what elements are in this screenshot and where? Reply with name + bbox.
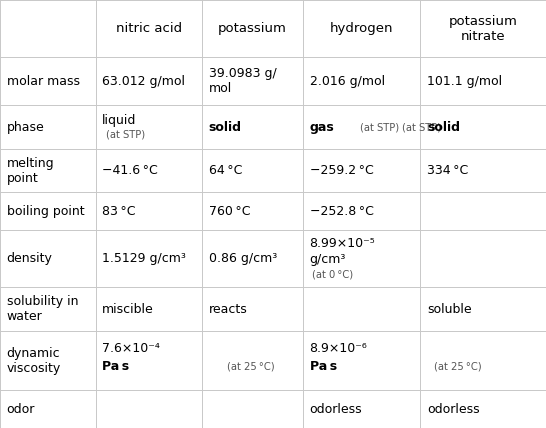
Text: 39.0983 g/
mol: 39.0983 g/ mol <box>209 67 276 95</box>
Text: 1.5129 g/cm³: 1.5129 g/cm³ <box>102 253 186 265</box>
Text: gas: gas <box>310 121 334 134</box>
Text: −252.8 °C: −252.8 °C <box>310 205 373 218</box>
Text: (at 0 °C): (at 0 °C) <box>312 270 353 280</box>
Text: molar mass: molar mass <box>7 75 80 88</box>
Text: (at 25 °C): (at 25 °C) <box>434 362 482 372</box>
Text: 760 °C: 760 °C <box>209 205 250 218</box>
Text: density: density <box>7 253 52 265</box>
Text: −41.6 °C: −41.6 °C <box>102 164 158 177</box>
Text: solid: solid <box>427 121 460 134</box>
Text: Pa s: Pa s <box>102 360 129 373</box>
Text: 8.9×10⁻⁶: 8.9×10⁻⁶ <box>310 342 367 355</box>
Text: 8.99×10⁻⁵
g/cm³: 8.99×10⁻⁵ g/cm³ <box>310 238 375 267</box>
Text: potassium: potassium <box>218 22 287 35</box>
Text: (at 25 °C): (at 25 °C) <box>227 362 274 372</box>
Text: 63.012 g/mol: 63.012 g/mol <box>102 75 185 88</box>
Text: liquid: liquid <box>102 114 136 127</box>
Text: melting
point: melting point <box>7 157 54 184</box>
Text: 2.016 g/mol: 2.016 g/mol <box>310 75 385 88</box>
Text: Pa s: Pa s <box>310 360 337 373</box>
Text: phase: phase <box>7 121 44 134</box>
Text: 64 °C: 64 °C <box>209 164 242 177</box>
Text: (at STP): (at STP) <box>360 122 400 132</box>
Text: potassium
nitrate: potassium nitrate <box>449 15 518 43</box>
Text: boiling point: boiling point <box>7 205 84 218</box>
Text: soluble: soluble <box>427 303 472 316</box>
Text: odor: odor <box>7 403 35 416</box>
Text: 83 °C: 83 °C <box>102 205 135 218</box>
Text: solid: solid <box>209 121 241 134</box>
Text: dynamic
viscosity: dynamic viscosity <box>7 347 61 374</box>
Text: odorless: odorless <box>427 403 479 416</box>
Text: miscible: miscible <box>102 303 154 316</box>
Text: nitric acid: nitric acid <box>116 22 182 35</box>
Text: 0.86 g/cm³: 0.86 g/cm³ <box>209 253 277 265</box>
Text: (at STP): (at STP) <box>402 122 442 132</box>
Text: solubility in
water: solubility in water <box>7 295 78 323</box>
Text: 101.1 g/mol: 101.1 g/mol <box>427 75 502 88</box>
Text: hydrogen: hydrogen <box>330 22 394 35</box>
Text: 334 °C: 334 °C <box>427 164 468 177</box>
Text: odorless: odorless <box>310 403 362 416</box>
Text: −259.2 °C: −259.2 °C <box>310 164 373 177</box>
Text: 7.6×10⁻⁴: 7.6×10⁻⁴ <box>102 342 160 355</box>
Text: (at STP): (at STP) <box>106 129 146 140</box>
Text: reacts: reacts <box>209 303 247 316</box>
